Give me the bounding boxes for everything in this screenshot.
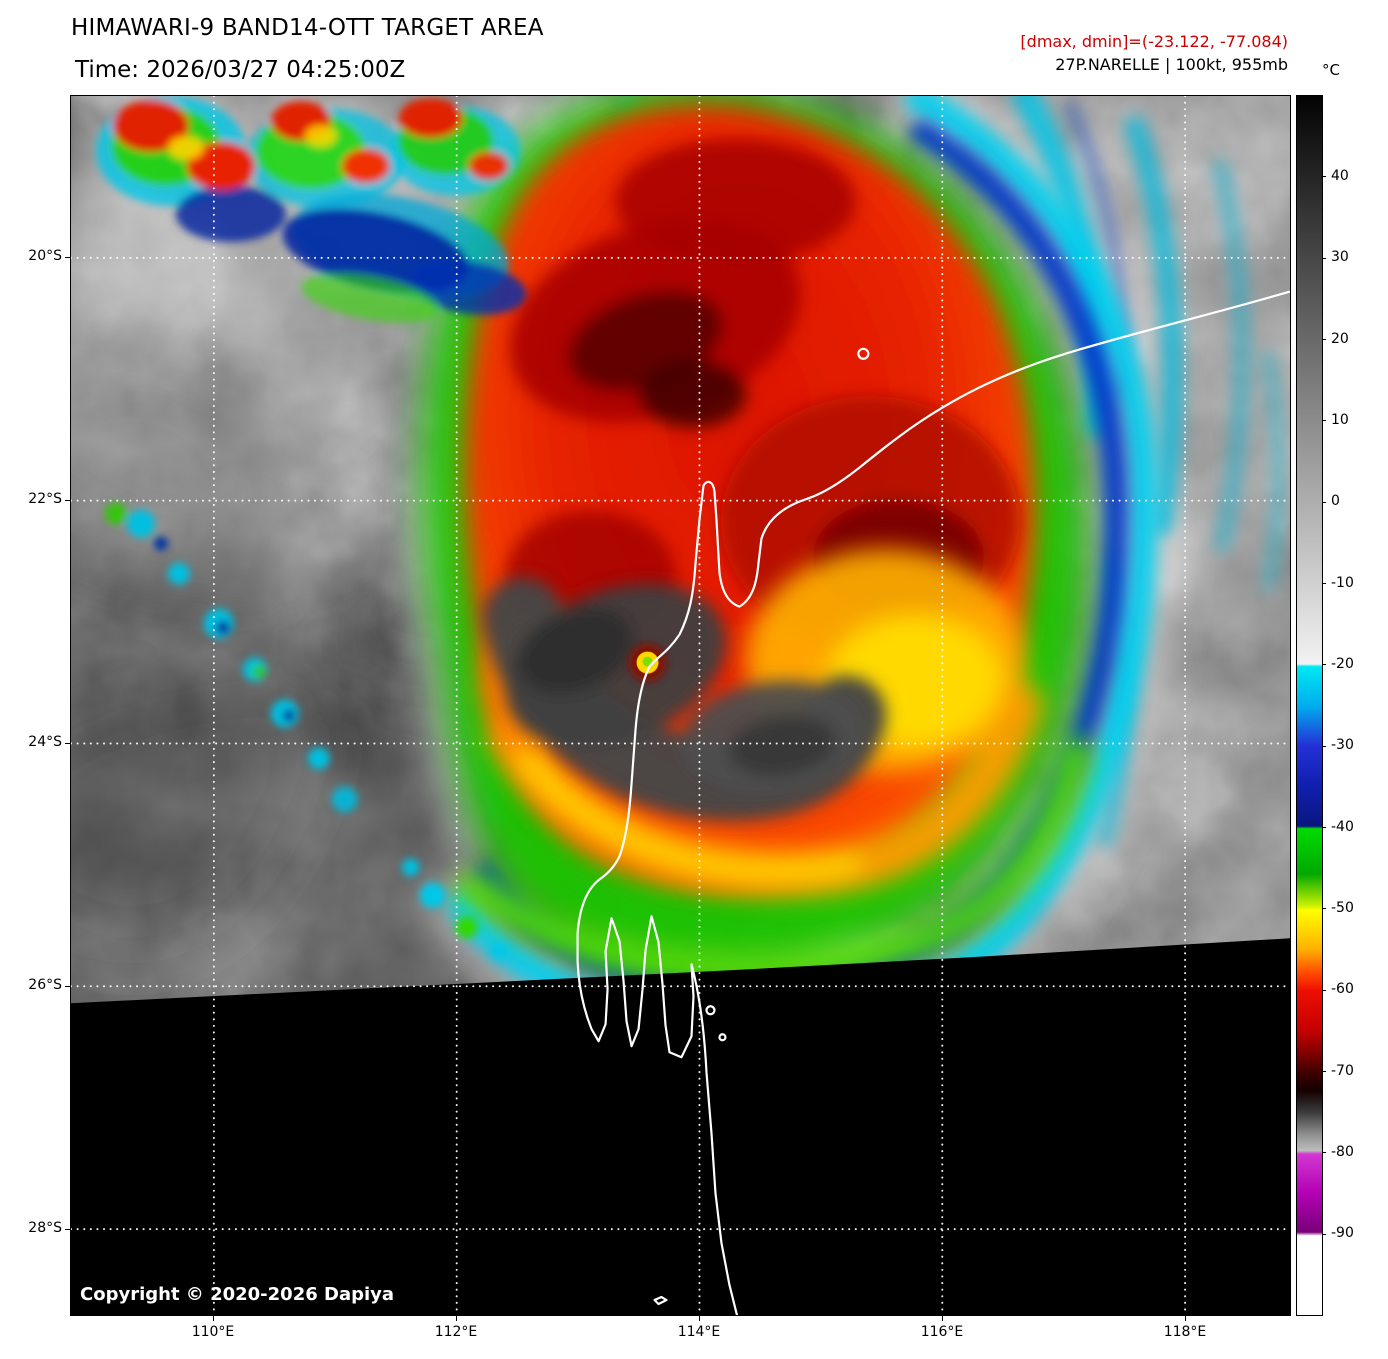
axis-tick bbox=[65, 257, 70, 258]
colorbar-tick-label: -40 bbox=[1331, 819, 1354, 835]
copyright-text: Copyright © 2020-2026 Dapiya bbox=[80, 1284, 395, 1305]
cyclone-dry-slot bbox=[482, 577, 887, 821]
colorbar-tick bbox=[1322, 420, 1326, 421]
island-outline bbox=[857, 347, 870, 360]
axis-tick bbox=[213, 1316, 214, 1321]
colorbar-tick bbox=[1322, 1071, 1326, 1072]
outer-convection-northwest bbox=[95, 96, 527, 323]
axis-tick bbox=[65, 743, 70, 744]
colorbar-tick-label: -60 bbox=[1331, 981, 1354, 997]
colorbar-tick-label: 30 bbox=[1331, 249, 1349, 265]
island-outline bbox=[705, 1005, 716, 1016]
colorbar-tick bbox=[1322, 502, 1326, 503]
colorbar-tick-label: -70 bbox=[1331, 1063, 1354, 1079]
coastline bbox=[576, 290, 1290, 1315]
colorbar-tick bbox=[1322, 908, 1326, 909]
lon-label: 110°E bbox=[191, 1324, 235, 1340]
lon-label: 118°E bbox=[1163, 1324, 1207, 1340]
colorbar-tick-label: -80 bbox=[1331, 1144, 1354, 1160]
lat-label: 20°S bbox=[28, 248, 62, 264]
satellite-imagery bbox=[71, 96, 1290, 1315]
product-time: Time: 2026/03/27 04:25:00Z bbox=[75, 57, 406, 83]
lon-label: 116°E bbox=[920, 1324, 964, 1340]
colorbar-tick-label: -20 bbox=[1331, 656, 1354, 672]
colorbar-unit-label: °C bbox=[1322, 61, 1340, 79]
colorbar-tick bbox=[1322, 1152, 1326, 1153]
axis-tick bbox=[456, 1316, 457, 1321]
colorbar-tick bbox=[1322, 990, 1326, 991]
lat-label: 26°S bbox=[28, 977, 62, 993]
colorbar-tick-label: -90 bbox=[1331, 1225, 1354, 1241]
cold-ring-lime bbox=[455, 736, 1094, 987]
header-right-block: [dmax, dmin]=(-23.122, -77.084) 27P.NARE… bbox=[1020, 30, 1288, 76]
scattered-cells-southwest bbox=[401, 858, 507, 960]
coastline-path bbox=[576, 290, 1290, 1315]
colorbar-tick bbox=[1322, 176, 1326, 177]
satellite-map: Copyright © 2020-2026 Dapiya bbox=[70, 95, 1291, 1316]
no-data-region bbox=[71, 938, 1290, 1315]
island-outline bbox=[718, 1033, 727, 1042]
axis-tick bbox=[1185, 1316, 1186, 1321]
colorbar-tick-label: -50 bbox=[1331, 900, 1354, 916]
lat-label: 22°S bbox=[28, 491, 62, 507]
colorbar-tick bbox=[1322, 746, 1326, 747]
product-title: HIMAWARI-9 BAND14-OTT TARGET AREA bbox=[71, 15, 544, 41]
colorbar-tick bbox=[1322, 258, 1326, 259]
axis-tick bbox=[65, 1229, 70, 1230]
lat-label: 28°S bbox=[28, 1220, 62, 1236]
colorbar-tick-label: -10 bbox=[1331, 575, 1354, 591]
colorbar-tick-label: 20 bbox=[1331, 331, 1349, 347]
temperature-colorbar bbox=[1296, 95, 1323, 1316]
scattered-cells-west bbox=[104, 502, 358, 813]
storm-info: 27P.NARELLE | 100kt, 955mb bbox=[1055, 55, 1288, 74]
axis-tick bbox=[699, 1316, 700, 1321]
axis-tick bbox=[65, 500, 70, 501]
axis-tick bbox=[942, 1316, 943, 1321]
colorbar-tick-label: -30 bbox=[1331, 737, 1354, 753]
lon-label: 114°E bbox=[677, 1324, 721, 1340]
colorbar-tick bbox=[1322, 1234, 1326, 1235]
cyclone-eye bbox=[628, 643, 667, 682]
colorbar-tick bbox=[1322, 583, 1326, 584]
colorbar-tick bbox=[1322, 664, 1326, 665]
lon-label: 112°E bbox=[434, 1324, 478, 1340]
dmax-dmin-readout: [dmax, dmin]=(-23.122, -77.084) bbox=[1020, 32, 1288, 51]
lat-label: 24°S bbox=[28, 734, 62, 750]
grid-lines bbox=[71, 96, 1290, 1315]
colorbar-tick-label: 10 bbox=[1331, 412, 1349, 428]
colorbar-tick-label: 0 bbox=[1331, 493, 1340, 509]
colorbar-tick bbox=[1322, 339, 1326, 340]
island-outline bbox=[653, 1295, 668, 1306]
axis-tick bbox=[65, 986, 70, 987]
colorbar-tick-label: 40 bbox=[1331, 168, 1349, 184]
colorbar-tick bbox=[1322, 827, 1326, 828]
